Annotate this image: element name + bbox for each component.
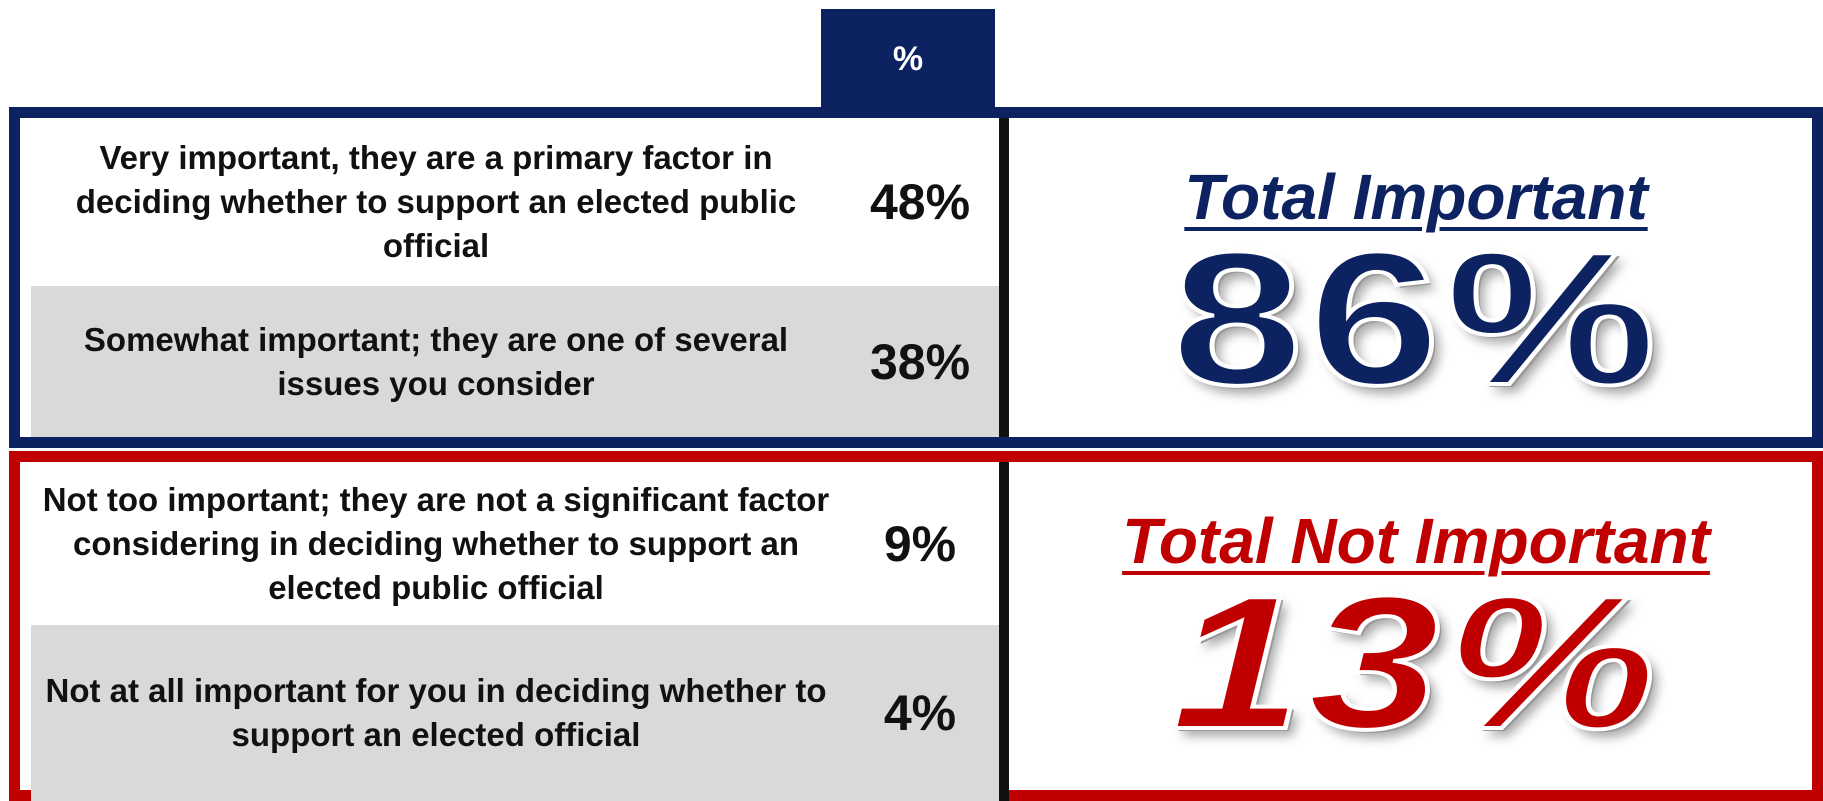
- total-value: 86%: [1168, 213, 1662, 425]
- row: Not too important; they are not a signif…: [31, 462, 999, 625]
- important-group: Very important, they are a primary facto…: [9, 107, 1823, 448]
- total-panel: Total Important 86%: [1009, 118, 1823, 437]
- row-value: 4%: [883, 685, 957, 741]
- row: Very important, they are a primary facto…: [31, 118, 999, 286]
- row-label: Very important, they are a primary facto…: [75, 139, 797, 264]
- column-header: %: [821, 9, 995, 109]
- total-title: Total Not Important: [1122, 505, 1710, 577]
- row-label: Not at all important for you in deciding…: [45, 672, 827, 753]
- separator: [999, 118, 1009, 437]
- row-label: Not too important; they are not a signif…: [42, 480, 830, 606]
- row-value: 38%: [869, 333, 971, 390]
- total-value: 13%: [1168, 557, 1662, 769]
- total-panel: Total Not Important 13%: [1009, 462, 1823, 801]
- row-value: 48%: [869, 174, 971, 230]
- separator: [999, 462, 1009, 801]
- not-important-group: Not too important; they are not a signif…: [9, 451, 1823, 801]
- row-label: Somewhat important; they are one of seve…: [83, 320, 789, 402]
- row: Not at all important for you in deciding…: [31, 625, 999, 801]
- row: Somewhat important; they are one of seve…: [31, 286, 999, 437]
- total-title: Total Important: [1184, 161, 1648, 233]
- row-value: 9%: [883, 515, 957, 572]
